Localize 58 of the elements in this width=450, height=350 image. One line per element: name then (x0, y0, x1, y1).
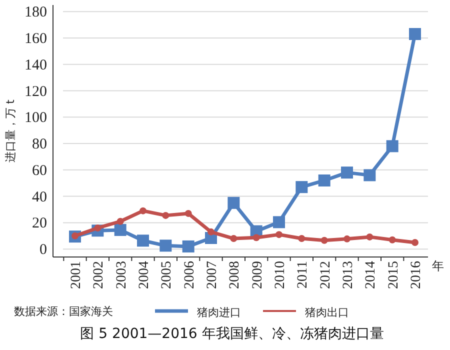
y-tick-label: 140 (24, 57, 47, 74)
y-tick-label: 20 (32, 216, 47, 232)
x-tick-label: 2014 (364, 261, 379, 289)
legend-label: 猪肉出口 (305, 306, 349, 319)
point (230, 235, 238, 242)
y-tick-label: 120 (24, 84, 47, 100)
y-tick-label: 60 (32, 162, 47, 179)
x-tick-label: 2016 (409, 261, 424, 289)
x-tick-label: 2015 (386, 261, 402, 289)
point (228, 196, 240, 209)
y-tick-label: 160 (24, 30, 47, 47)
x-tick-label: 2003 (114, 261, 130, 289)
point (182, 240, 194, 252)
point (252, 234, 260, 242)
point (114, 224, 126, 236)
y-tick-label: 100 (24, 110, 47, 126)
y-tick-label: 0 (40, 242, 47, 258)
point (364, 169, 376, 182)
point (208, 228, 214, 236)
point (162, 212, 170, 219)
legend-label: 猪肉进口 (197, 306, 241, 319)
x-tick-label: 2002 (92, 261, 107, 289)
point (296, 181, 308, 194)
point (366, 233, 374, 240)
x-tick-label: 2007 (205, 261, 220, 289)
text: 图 5 2001—2016 年我国鲜、冷、冻猪肉进口量 (80, 326, 384, 342)
y-axis-title: 进口量，万 t (4, 98, 17, 162)
x-tick-label: 2001 (69, 261, 84, 289)
x-tick-label: 2010 (273, 261, 288, 289)
point (276, 231, 282, 238)
point (318, 174, 330, 186)
point (116, 218, 124, 225)
point (273, 216, 285, 228)
source-note: 数据来源：国家海关 (14, 305, 113, 318)
point (412, 238, 418, 246)
x-tick-label: 2008 (228, 261, 243, 289)
x-tick-label: 2009 (250, 261, 266, 289)
x-tick-label: 2006 (182, 261, 198, 289)
point (140, 207, 146, 214)
y-tick-label: 80 (32, 136, 47, 153)
point (344, 235, 350, 242)
point (388, 236, 396, 244)
point (137, 234, 149, 247)
point (320, 236, 328, 244)
point (184, 210, 192, 217)
x-tick-label: 2011 (296, 261, 311, 288)
y-tick-label: 40 (32, 189, 47, 206)
point (341, 166, 353, 179)
x-tick-label: 2013 (341, 261, 356, 289)
x-axis-title: 年 (432, 259, 444, 273)
point (386, 140, 398, 152)
x-tick-label: 2005 (160, 261, 175, 289)
point (160, 240, 172, 252)
point (409, 28, 421, 40)
x-tick-label: 2012 (318, 261, 334, 289)
y-tick-label: 180 (24, 4, 47, 21)
point (298, 235, 306, 242)
x-tick-label: 2004 (137, 261, 152, 289)
